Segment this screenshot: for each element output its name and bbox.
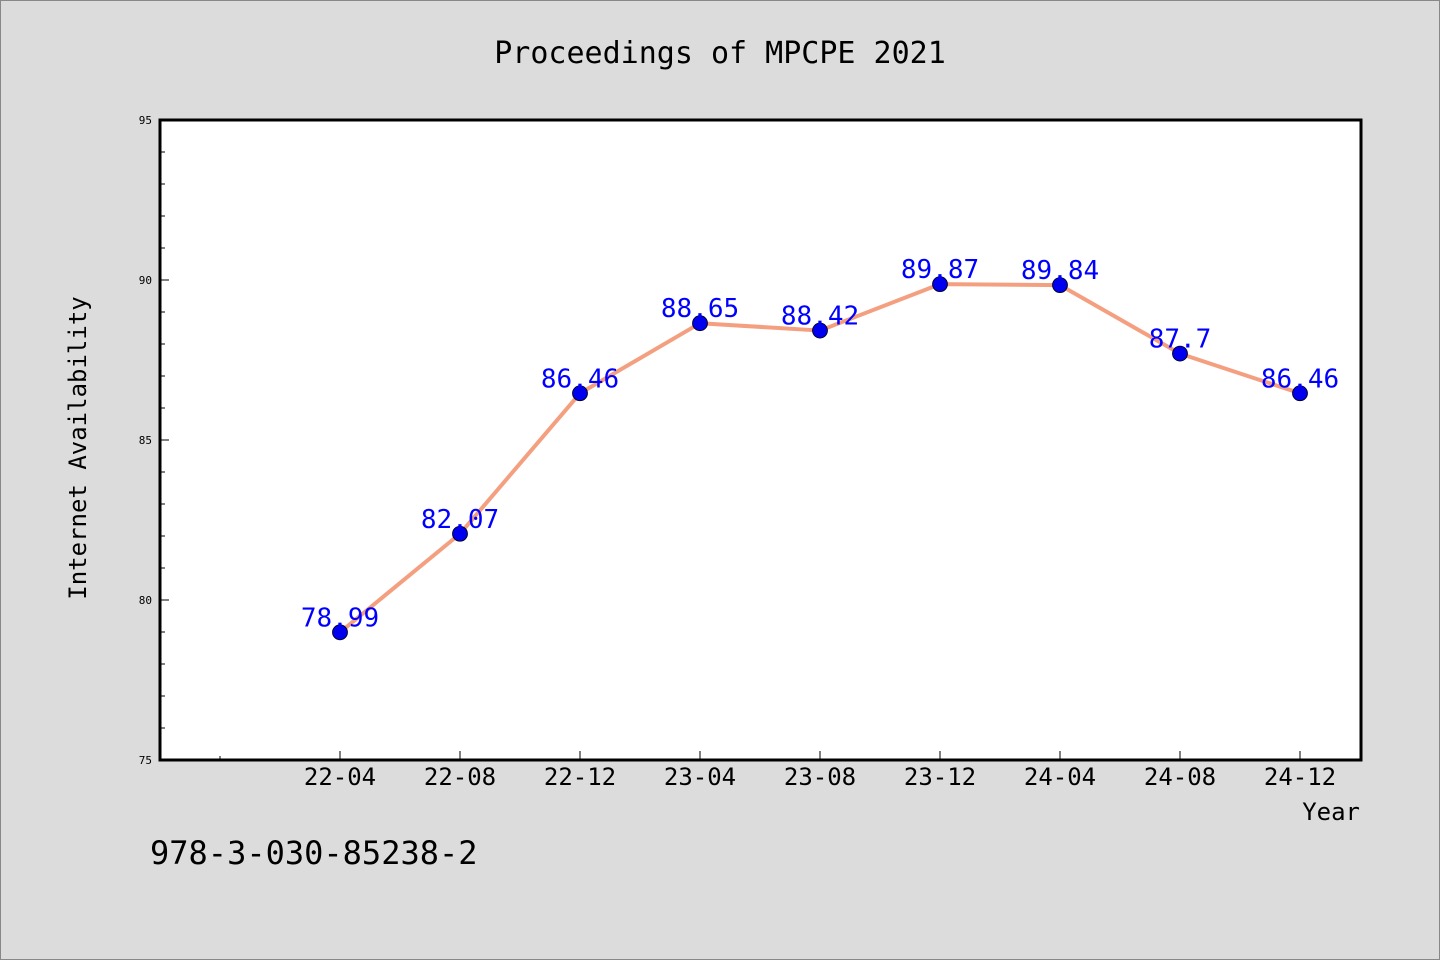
data-label: 87.7 bbox=[1149, 325, 1212, 355]
plot-area bbox=[158, 118, 1363, 762]
x-tick-label: 24-08 bbox=[1144, 763, 1216, 791]
data-point bbox=[1172, 345, 1188, 362]
data-point bbox=[812, 322, 828, 339]
data-point bbox=[692, 315, 708, 332]
data-point bbox=[1052, 277, 1068, 294]
y-tick-label: 80 bbox=[139, 594, 152, 607]
x-tick-label: 22-08 bbox=[424, 763, 496, 791]
y-tick-label: 75 bbox=[139, 754, 152, 767]
x-axis: 22-04 22-08 22-12 23-04 23-08 23-12 24-04 24-08… bbox=[219, 751, 1336, 791]
x-tick-label: 23-04 bbox=[664, 763, 736, 791]
isbn-footer: 978-3-030-85238-2 bbox=[150, 834, 478, 872]
data-point bbox=[452, 525, 468, 542]
x-tick-label: 23-12 bbox=[904, 763, 976, 791]
data-point bbox=[932, 276, 948, 293]
data-label: 89.87 bbox=[901, 255, 979, 285]
series-layer: 78.99 82.07 86.46 88.65 88.42 89.87 89.84 87.7 8… bbox=[301, 255, 1339, 641]
data-point bbox=[1292, 385, 1308, 402]
x-tick-label: 24-04 bbox=[1024, 763, 1096, 791]
y-axis-label: Internet Availability bbox=[64, 296, 92, 599]
y-tick-label: 95 bbox=[139, 114, 152, 127]
x-tick-label: 22-04 bbox=[304, 763, 376, 791]
y-tick-label: 90 bbox=[139, 274, 152, 287]
chart-title: Proceedings of MPCPE 2021 bbox=[494, 36, 946, 71]
data-point bbox=[572, 385, 588, 402]
x-tick-label: 24-12 bbox=[1264, 763, 1336, 791]
data-label: 82.07 bbox=[421, 505, 499, 535]
x-tick-label: 23-08 bbox=[784, 763, 856, 791]
data-point bbox=[332, 624, 348, 641]
data-label: 86.46 bbox=[1261, 364, 1339, 394]
data-label: 88.42 bbox=[781, 302, 859, 332]
data-label: 88.65 bbox=[661, 294, 739, 324]
x-axis-label: Year bbox=[1302, 798, 1360, 826]
data-label: 78.99 bbox=[301, 603, 379, 633]
y-axis: 75 80 85 90 95 bbox=[139, 114, 169, 767]
data-label: 89.84 bbox=[1021, 256, 1099, 286]
x-tick-label: 22-12 bbox=[544, 763, 616, 791]
y-tick-label: 85 bbox=[139, 434, 152, 447]
data-label: 86.46 bbox=[541, 364, 619, 394]
